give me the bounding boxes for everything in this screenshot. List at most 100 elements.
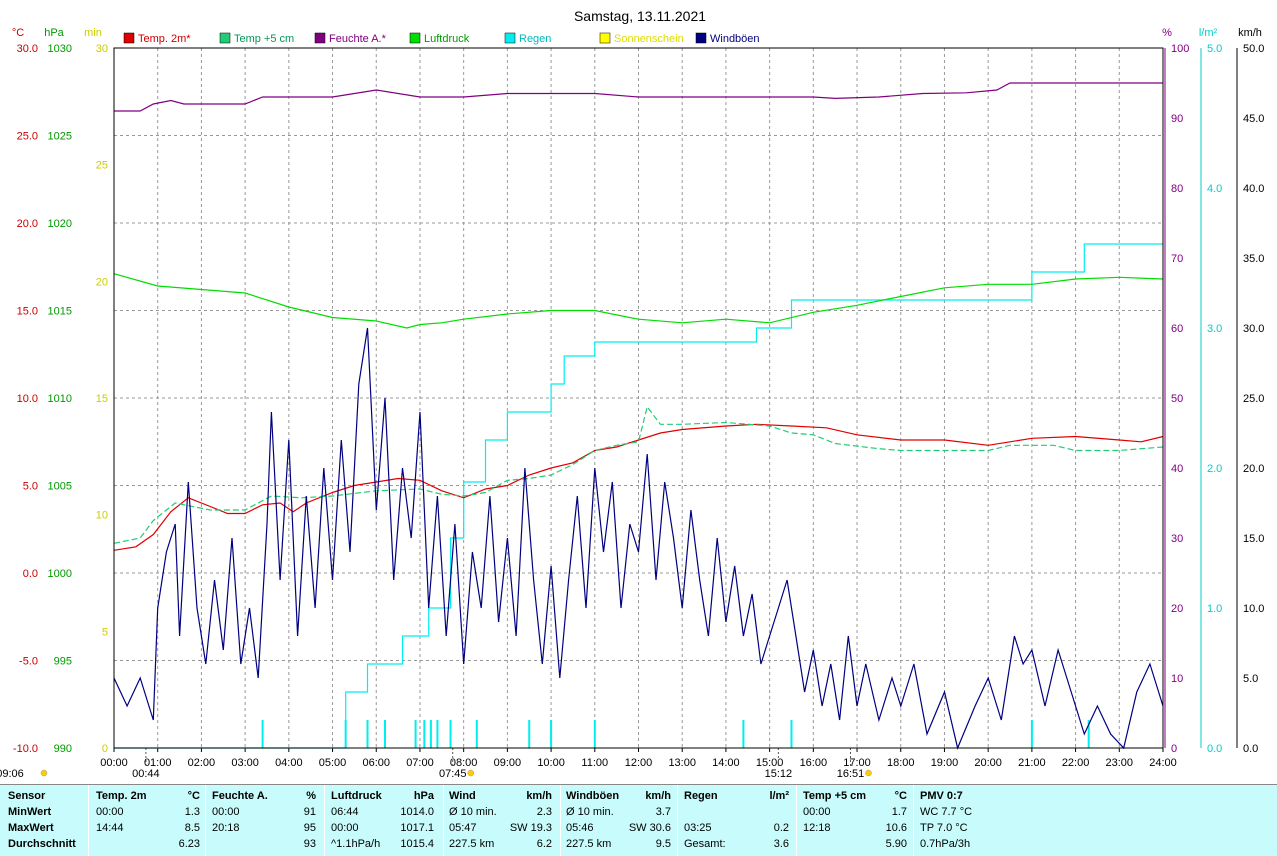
legend-item: Feuchte A.* <box>314 32 387 45</box>
stats-cell: 2.3 <box>536 806 552 818</box>
x-tick-label: 15:00 <box>756 757 784 769</box>
x-tick-label: 19:00 <box>931 757 959 769</box>
x-tick-label: 11:00 <box>581 757 608 769</box>
series-luftdruck <box>113 273 1164 329</box>
stats-cell: 10.6 <box>885 822 907 834</box>
time-marker: 16:51 <box>837 748 872 780</box>
tick-label-wind: 0.0 <box>1243 743 1258 755</box>
x-tick-label: 01:00 <box>144 757 172 769</box>
stats-cell: 9.5 <box>655 838 671 850</box>
stats-cell: 00:00 <box>96 806 124 818</box>
stats-cell: 1.7 <box>891 806 907 818</box>
tick-label-humidity: 10 <box>1171 673 1183 685</box>
tick-label-rain: 1.0 <box>1207 603 1222 615</box>
series-regen <box>114 243 1163 749</box>
axes: 30.025.020.015.010.05.00.0-5.0-10.010301… <box>12 27 1265 769</box>
x-tick-label: 22:00 <box>1062 757 1090 769</box>
tick-label-pressure: 1030 <box>48 43 72 55</box>
stats-cell: 05:47 <box>449 822 477 834</box>
tick-label-pressure: 1015 <box>48 306 72 318</box>
stats-cell: 1017.1 <box>400 822 434 834</box>
tick-label-wind: 15.0 <box>1243 533 1264 545</box>
tick-label-humidity: 70 <box>1171 253 1183 265</box>
stats-header-cell: l/m² <box>769 790 789 802</box>
legend-swatch <box>409 32 421 44</box>
stats-header-cell: Regen <box>684 790 718 802</box>
x-tick-label: 24:00 <box>1149 757 1177 769</box>
series-temp-5-cm <box>113 405 1164 544</box>
tick-label-temp: -5.0 <box>19 656 38 668</box>
legend-swatch <box>695 32 707 44</box>
stats-cell: MaxWert <box>8 822 54 834</box>
tick-label-wind: 25.0 <box>1243 393 1264 405</box>
axis-unit-label: min <box>84 27 102 39</box>
stats-header-cell: °C <box>894 790 907 802</box>
stats-header-cell: Luftdruck <box>331 790 382 802</box>
x-tick-label: 05:00 <box>319 757 347 769</box>
legend: Temp. 2m* Temp +5 cm Feuchte A.* Luftdruck R… <box>123 32 760 45</box>
tick-label-rain: 4.0 <box>1207 183 1222 195</box>
x-tick-label: 18:00 <box>887 757 915 769</box>
rain-bar <box>1087 720 1090 748</box>
tick-label-humidity: 90 <box>1171 113 1183 125</box>
x-tick-label: 03:00 <box>231 757 259 769</box>
stats-header-row: Sensor Temp. 2m °C Feuchte A.% Luftdruck hPa W… <box>0 790 1277 806</box>
series-layer <box>113 82 1164 750</box>
stats-cell: 6.23 <box>178 838 200 850</box>
stats-cell: 3.7 <box>655 806 671 818</box>
sun-marker <box>467 769 474 777</box>
x-tick-label: 09:00 <box>494 757 522 769</box>
stats-cell: 1015.4 <box>400 838 434 850</box>
tick-label-sun: 5 <box>102 626 108 638</box>
x-tick-label: 06:00 <box>362 757 390 769</box>
legend-label: Luftdruck <box>424 33 470 45</box>
plot-frame <box>113 47 1164 749</box>
stats-cell: 03:25 <box>684 822 712 834</box>
time-marker: 09:06 <box>0 768 48 780</box>
x-tick-label: 21:00 <box>1018 757 1046 769</box>
rain-bar <box>414 720 417 748</box>
rain-bar <box>790 720 793 748</box>
stats-cell: 00:00 <box>803 806 831 818</box>
stats-cell: SW 19.3 <box>509 822 552 834</box>
time-marker: 00:44 <box>132 748 160 780</box>
stats-header-cell: PMV 0:7 <box>920 790 963 802</box>
series-feuchte-a- <box>114 82 1163 112</box>
statistics-panel: Sensor Temp. 2m °C Feuchte A.% Luftdruck hPa W… <box>0 784 1277 856</box>
tick-label-sun: 25 <box>96 160 108 172</box>
weather-chart: Samstag, 13.11.2021 30.0 25.0 20.0 15.0 10.0… <box>0 8 1265 780</box>
stats-cell: ^1.1hPa/h <box>331 838 381 850</box>
stats-cell: 05:46 <box>566 822 594 834</box>
stats-cell: 227.5 km <box>566 838 612 850</box>
tick-label-temp: -10.0 <box>13 743 38 755</box>
stats-header-cell: Sensor <box>8 790 46 802</box>
stats-header-cell: hPa <box>413 790 434 802</box>
stats-header-cell: Feuchte A. <box>212 790 268 802</box>
stats-cell: 91 <box>303 806 316 818</box>
stats-header-cell: % <box>306 790 316 802</box>
rain-bar <box>475 720 478 748</box>
tick-label-pressure: 990 <box>54 743 72 755</box>
tick-label-wind: 5.0 <box>1243 673 1258 685</box>
stats-cell: MinWert <box>8 806 52 818</box>
rain-bar <box>383 720 386 748</box>
stats-header-cell: Wind <box>449 790 476 802</box>
stats-cell: 0.7hPa/3h <box>920 838 971 850</box>
tick-label-pressure: 995 <box>54 656 72 668</box>
tick-label-sun: 15 <box>96 393 108 405</box>
tick-label-wind: 40.0 <box>1243 183 1264 195</box>
tick-label-pressure: 1010 <box>48 393 72 405</box>
legend-item: Temp. 2m* <box>123 32 191 45</box>
time-marker: 15:12 <box>765 748 792 780</box>
tick-label-pressure: 1005 <box>48 481 72 493</box>
tick-label-pressure: 1000 <box>48 568 72 580</box>
x-tick-label: 08:00 <box>450 757 478 769</box>
stats-cell: 95 <box>303 822 316 834</box>
legend-label: Temp. 2m* <box>138 33 191 45</box>
tick-label-temp: 15.0 <box>17 306 38 318</box>
rain-bar <box>742 720 745 748</box>
legend-label: Feuchte A.* <box>329 33 387 45</box>
stats-row: MinWert 00:00 1.3 00:00 91 06:44 1014.0 Ø 10 mi… <box>0 806 1277 822</box>
legend-swatch <box>599 32 611 44</box>
sun-marker <box>40 769 48 777</box>
